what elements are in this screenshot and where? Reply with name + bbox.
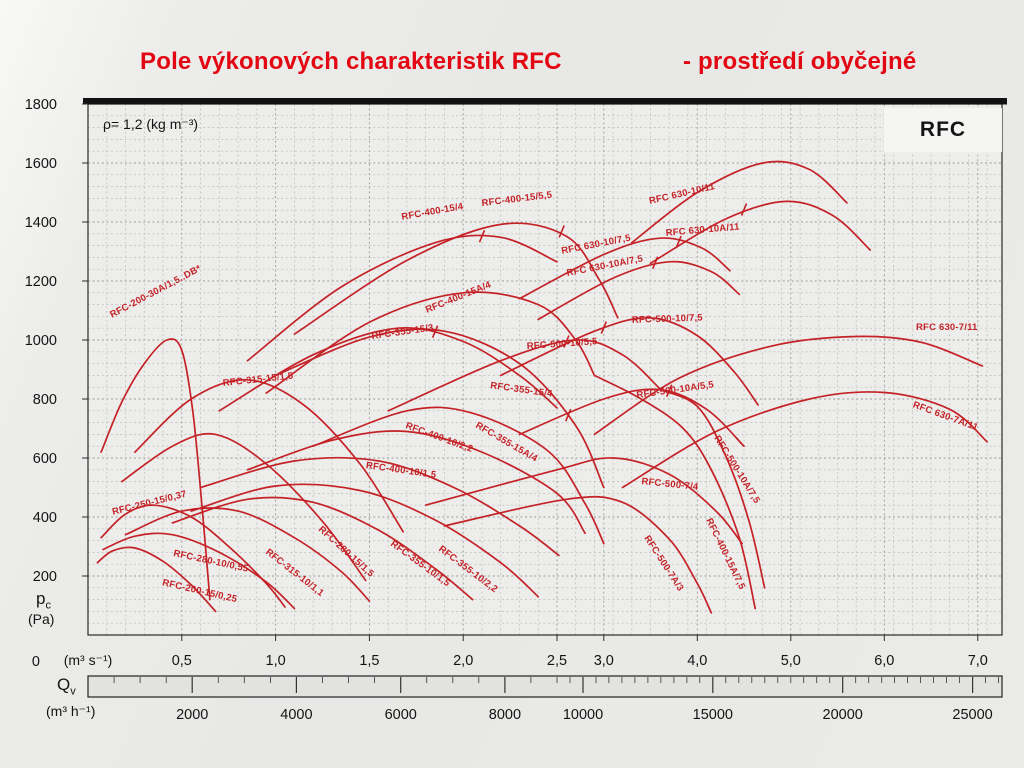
fan-curve (593, 335, 984, 436)
y-tick-label: 600 (33, 451, 57, 467)
x2-tick-label: 20000 (823, 707, 863, 723)
x1-tick-label: 2,0 (453, 653, 473, 669)
fan-curve (649, 200, 872, 265)
y-tick-label: 1600 (25, 156, 57, 172)
fan-curve (518, 237, 731, 300)
fan-curve (171, 496, 474, 601)
y-tick-label: 200 (33, 569, 57, 585)
x2-tick-label: 10000 (563, 707, 603, 723)
fan-curve (499, 317, 759, 406)
y-tick-label: 1800 (25, 97, 57, 113)
fan-curve (593, 374, 757, 610)
selection-tick (478, 229, 486, 243)
x1-axis-unit: (m³ s⁻¹) (64, 652, 113, 668)
fan-curve (312, 406, 605, 545)
fan-curve (190, 483, 540, 598)
fan-curve (134, 378, 405, 533)
fan-curve (120, 432, 367, 582)
x1-tick-label: 1,0 (266, 653, 286, 669)
x1-tick-label: 7,0 (968, 653, 988, 669)
selection-tick (558, 225, 565, 238)
x2-tick-label: 15000 (693, 707, 733, 723)
y-tick-label: 800 (33, 392, 57, 408)
fan-curve (100, 338, 211, 601)
flow-ruler (87, 675, 1003, 698)
fan-curve (659, 388, 766, 589)
fan-curve (199, 456, 560, 557)
x2-axis-title: Qv (57, 675, 76, 698)
fan-curve (96, 546, 217, 613)
selection-tick (431, 325, 439, 339)
x1-tick-label: 2,5 (547, 653, 567, 669)
fan-curve (387, 339, 661, 412)
fan-curve-label: RFC-500-10/7,5 (632, 312, 704, 325)
y-tick-label: 1000 (25, 333, 57, 349)
fan-curve (246, 234, 558, 362)
chart-subtitle: - prostředí obyčejné (683, 48, 917, 75)
x2-axis-unit: (m³ h⁻¹) (46, 703, 96, 719)
fan-curve-label: RFC-500-10/5,5 (526, 336, 598, 352)
x2-tick-label: 4000 (280, 707, 312, 723)
air-density-note: ρ= 1,2 (kg m⁻³) (103, 116, 199, 132)
y-axis-title: pc (36, 589, 51, 612)
fan-curve (124, 507, 371, 602)
fan-curve (293, 222, 619, 335)
fan-curve-label: RFC 630-7/11 (916, 322, 978, 333)
selection-tick (600, 321, 608, 334)
x1-tick-label: 0,5 (172, 653, 192, 669)
selection-tick (564, 408, 572, 422)
x2-tick-label: 25000 (952, 707, 992, 723)
selection-tick (740, 203, 748, 216)
x2-tick-label: 8000 (489, 707, 521, 723)
fan-curve (274, 328, 605, 489)
x1-tick-label: 5,0 (781, 653, 801, 669)
x1-tick-label: 6,0 (874, 653, 894, 669)
fan-curve (102, 532, 296, 610)
series-badge: RFC (884, 108, 1002, 152)
plot-area (88, 104, 1002, 635)
x2-tick-label: 2000 (176, 707, 208, 723)
y-tick-label: 1400 (25, 215, 57, 231)
x1-tick-label: 3,0 (594, 653, 614, 669)
x2-tick-label: 6000 (385, 707, 417, 723)
selection-tick (665, 384, 673, 398)
chart-title: Pole výkonových charakteristik RFC (140, 48, 562, 75)
fan-curve (630, 160, 848, 244)
y-tick-label: 1200 (25, 274, 57, 290)
fan-curve (424, 457, 743, 545)
y-tick-label: 400 (33, 510, 57, 526)
fan-curve (443, 495, 713, 614)
fan-curve (537, 260, 741, 321)
plot-top-bar (83, 98, 1007, 105)
x1-tick-label: 4,0 (687, 653, 707, 669)
fan-curve (621, 391, 988, 489)
y-axis-unit: (Pa) (28, 611, 55, 627)
x1-tick-label: 1,5 (359, 653, 379, 669)
y-zero-label: 0 (32, 654, 40, 670)
selection-tick (563, 335, 570, 348)
